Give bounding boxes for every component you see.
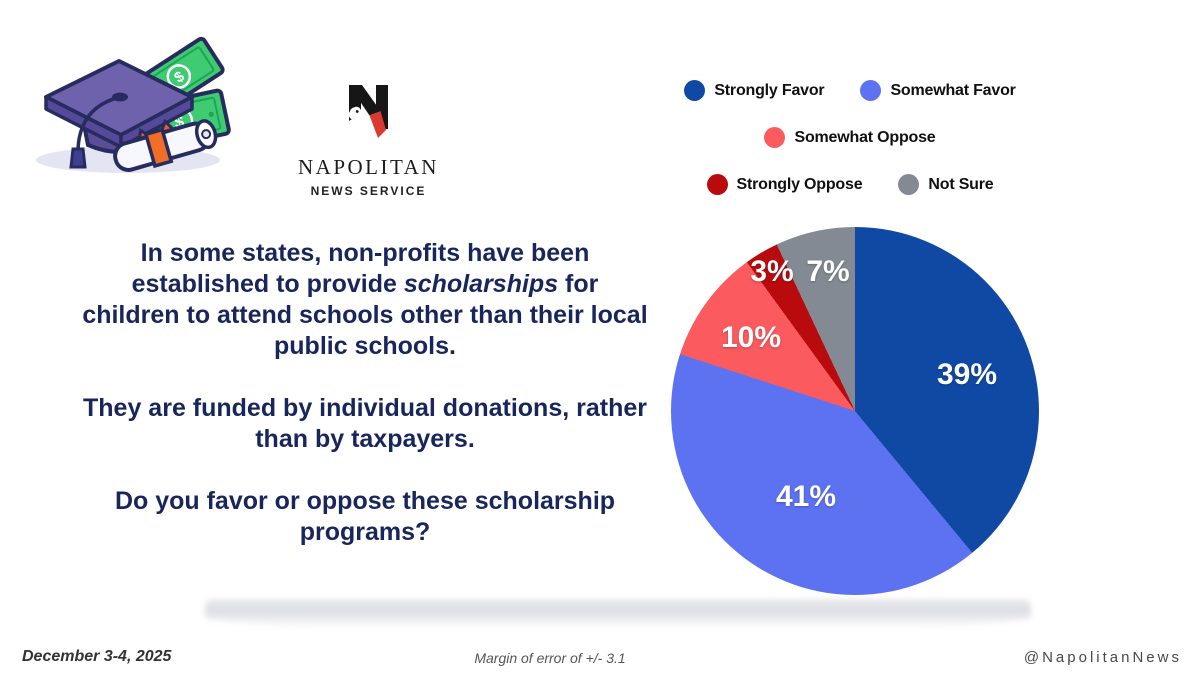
pie-chart: 39% 41% 10% 3% 7% bbox=[671, 227, 1039, 595]
question-paragraph-3: Do you favor or oppose these scholarship… bbox=[114, 487, 616, 546]
pie-label-not-sure: 7% bbox=[806, 255, 850, 288]
chart-legend: Strongly Favor Somewhat Favor Somewhat O… bbox=[648, 80, 1052, 221]
legend-row-2: Somewhat Oppose bbox=[648, 127, 1052, 148]
graduation-cap-money-icon: $ $ bbox=[36, 36, 231, 173]
survey-question: In some states, non-profits have been es… bbox=[80, 238, 650, 579]
brand-logo: NAPOLITAN NEWS SERVICE bbox=[266, 84, 471, 198]
legend-item-somewhat-oppose: Somewhat Oppose bbox=[764, 127, 936, 148]
legend-item-somewhat-favor: Somewhat Favor bbox=[860, 80, 1016, 101]
brand-name: NAPOLITAN bbox=[298, 155, 439, 179]
legend-swatch-somewhat-oppose bbox=[764, 127, 786, 148]
pie-label-somewhat-oppose: 10% bbox=[720, 321, 782, 354]
question-paragraph-1: In some states, non-profits have been es… bbox=[82, 239, 648, 360]
question-paragraph-2: They are funded by individual donations,… bbox=[83, 394, 647, 453]
legend-swatch-somewhat-favor bbox=[860, 80, 882, 101]
legend-item-strongly-oppose: Strongly Oppose bbox=[706, 174, 863, 195]
napolitan-n-icon bbox=[348, 85, 388, 138]
legend-label-strongly-oppose: Strongly Oppose bbox=[736, 175, 863, 193]
card-shadow bbox=[205, 599, 1031, 631]
legend-label-strongly-favor: Strongly Favor bbox=[714, 81, 825, 99]
brand-subtitle: NEWS SERVICE bbox=[310, 184, 427, 198]
pie-label-somewhat-favor: 41% bbox=[775, 480, 837, 513]
legend-label-somewhat-favor: Somewhat Favor bbox=[890, 81, 1016, 99]
margin-of-error: Margin of error of +/- 3.1 bbox=[474, 650, 626, 666]
legend-label-somewhat-oppose: Somewhat Oppose bbox=[794, 128, 936, 146]
pie-label-strongly-oppose: 3% bbox=[750, 255, 794, 288]
legend-swatch-not-sure bbox=[898, 174, 920, 195]
survey-date: December 3-4, 2025 bbox=[22, 648, 172, 665]
legend-row-1: Strongly Favor Somewhat Favor bbox=[648, 80, 1052, 101]
legend-item-strongly-favor: Strongly Favor bbox=[684, 80, 825, 101]
italic-word: scholarships bbox=[403, 270, 559, 298]
legend-row-3: Strongly Oppose Not Sure bbox=[648, 174, 1052, 195]
social-handle: @NapolitanNews bbox=[1023, 649, 1182, 666]
pie-label-strongly-favor: 39% bbox=[936, 358, 998, 391]
legend-item-not-sure: Not Sure bbox=[898, 174, 994, 195]
legend-label-not-sure: Not Sure bbox=[928, 175, 994, 193]
legend-swatch-strongly-favor bbox=[684, 80, 706, 101]
legend-swatch-strongly-oppose bbox=[706, 174, 728, 195]
